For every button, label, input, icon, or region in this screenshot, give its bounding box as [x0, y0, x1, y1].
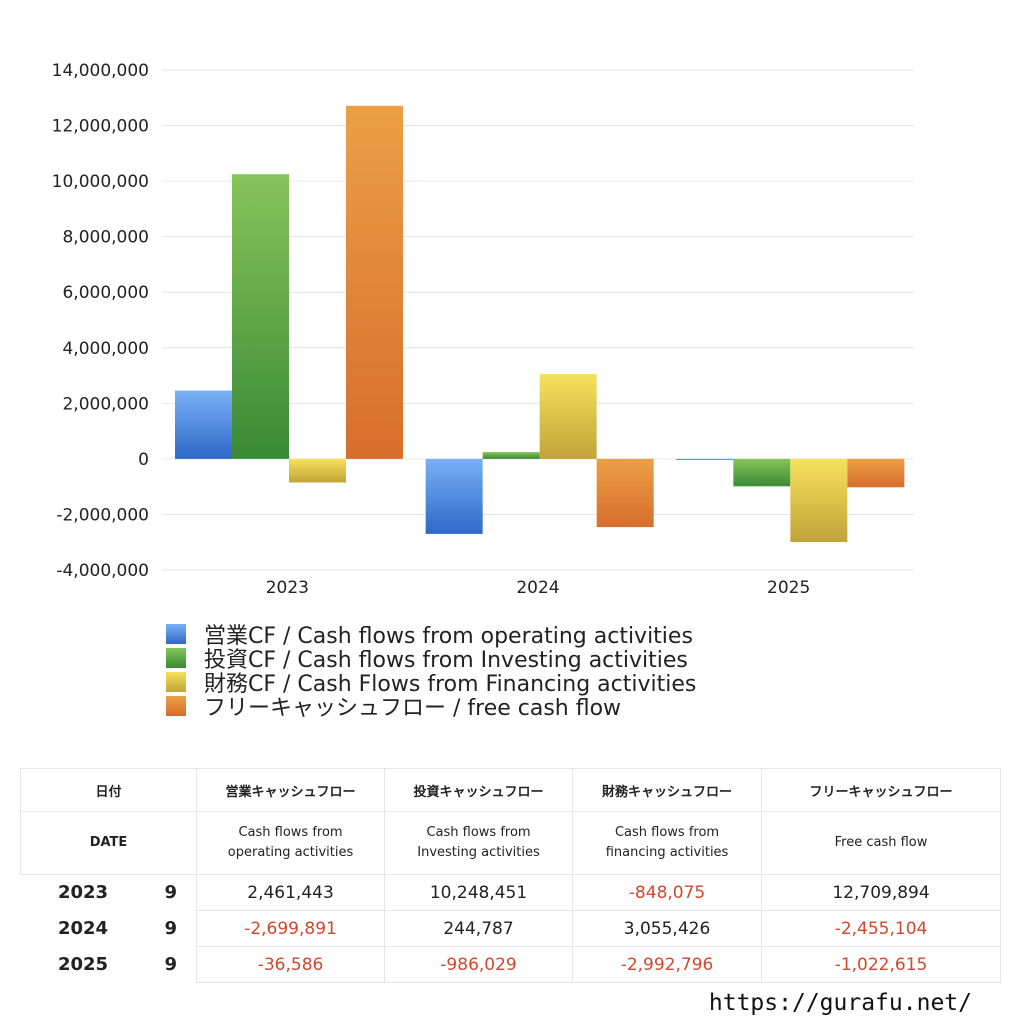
y-tick-label: 4,000,000: [62, 339, 149, 359]
y-tick-label: -2,000,000: [56, 505, 149, 525]
header-financing-en: Cash flows from financing activities: [572, 811, 763, 875]
table-header-en: DATE Cash flows from operating activities…: [19, 811, 1002, 875]
x-tick-label: 2024: [516, 578, 559, 598]
bar-financing-2024: [539, 374, 597, 459]
legend-swatch-investing: [166, 648, 186, 668]
legend-item-investing: 投資CF / Cash flows from Investing activit…: [166, 646, 696, 673]
row-month: 9: [145, 910, 198, 947]
row-free: -2,455,104: [761, 910, 1002, 947]
header-operating-jp: 営業キャッシュフロー: [196, 768, 386, 812]
bar-operating-2023: [175, 390, 232, 459]
legend-label-financing: 財務CF / Cash Flows from Financing activit…: [204, 672, 697, 697]
header-financing-jp: 財務キャッシュフロー: [572, 768, 763, 812]
row-free: -1,022,615: [761, 946, 1002, 983]
y-tick-label: -4,000,000: [56, 561, 149, 581]
row-operating: 2,461,443: [196, 874, 386, 911]
y-tick-label: 6,000,000: [62, 283, 149, 303]
legend-label-investing: 投資CF / Cash flows from Investing activit…: [204, 648, 688, 673]
legend-item-free: フリーキャッシュフロー / free cash flow: [166, 694, 696, 721]
row-year: 2025: [57, 954, 109, 975]
row-investing: 10,248,451: [384, 874, 574, 911]
y-tick-label: 10,000,000: [52, 172, 149, 192]
header-investing-en-line2: Investing activities: [417, 845, 540, 860]
legend-label-free: フリーキャッシュフロー / free cash flow: [204, 696, 622, 721]
header-investing-en: Cash flows from Investing activities: [384, 811, 574, 875]
header-free-en: Free cash flow: [761, 811, 1002, 875]
row-financing: -848,075: [572, 874, 763, 911]
row-financing: -2,992,796: [572, 946, 763, 983]
y-tick-label: 12,000,000: [52, 117, 149, 137]
table-row: 2023 9 2,461,443 10,248,451 -848,075 12,…: [21, 874, 1002, 911]
row-operating: -2,699,891: [196, 910, 386, 947]
bar-free-2023: [346, 105, 403, 459]
bar-investing-2023: [232, 174, 289, 459]
header-financing-en-line1: Cash flows from: [614, 825, 720, 840]
bar-free-2024: [596, 458, 654, 528]
table-row: 2025 9 -36,586 -986,029 -2,992,796 -1,02…: [21, 946, 1002, 983]
row-investing: 244,787: [384, 910, 574, 947]
legend-label-operating: 営業CF / Cash flows from operating activit…: [204, 624, 693, 649]
bar-investing-2025: [733, 458, 791, 487]
row-financing: 3,055,426: [572, 910, 763, 947]
x-tick-label: 2025: [767, 578, 810, 598]
legend-item-financing: 財務CF / Cash Flows from Financing activit…: [166, 670, 696, 697]
bars: [175, 105, 905, 543]
row-operating: -36,586: [196, 946, 386, 983]
legend-item-operating: 営業CF / Cash flows from operating activit…: [166, 622, 696, 649]
row-year: 2024: [57, 918, 109, 939]
bar-financing-2025: [790, 458, 848, 543]
y-tick-label: 8,000,000: [62, 228, 149, 248]
table-row: 2024 9 -2,699,891 244,787 3,055,426 -2,4…: [21, 910, 1002, 947]
header-operating-en: Cash flows from operating activities: [196, 811, 386, 875]
bar-operating-2024: [425, 458, 483, 534]
x-tick-label: 2023: [266, 578, 309, 598]
bar-financing-2023: [289, 458, 346, 483]
table-header-jp: 日付 営業キャッシュフロー 投資キャッシュフロー 財務キャッシュフロー フリーキ…: [19, 768, 1002, 812]
row-year: 2023: [57, 882, 109, 904]
header-investing-jp: 投資キャッシュフロー: [384, 768, 574, 812]
header-date-jp: 日付: [19, 768, 198, 812]
cash-flow-chart: 14,000,000 12,000,000 10,000,000 8,000,000 6…: [52, 61, 914, 598]
x-axis-tick-labels: 2023 2024 2025: [266, 578, 811, 598]
header-free-jp: フリーキャッシュフロー: [761, 768, 1002, 812]
bar-operating-2025: [676, 458, 734, 460]
header-date-en: DATE: [19, 811, 198, 875]
legend: 営業CF / Cash flows from operating activit…: [166, 622, 696, 721]
header-investing-en-line1: Cash flows from: [426, 825, 531, 840]
y-tick-label: 0: [138, 450, 149, 470]
bar-free-2025: [847, 458, 905, 488]
row-month: 9: [145, 946, 198, 983]
y-tick-label: 2,000,000: [62, 394, 149, 414]
site-url: https://gurafu.net/: [708, 990, 972, 1016]
legend-swatch-financing: [166, 672, 186, 692]
row-investing: -986,029: [384, 946, 574, 983]
cash-flow-table: 日付 営業キャッシュフロー 投資キャッシュフロー 財務キャッシュフロー フリーキ…: [19, 768, 1002, 983]
legend-swatch-free: [166, 696, 186, 716]
legend-swatch-operating: [166, 624, 186, 644]
header-operating-en-line2: operating activities: [227, 845, 354, 860]
header-financing-en-line2: financing activities: [605, 845, 729, 860]
row-free: 12,709,894: [761, 874, 1002, 911]
y-tick-label: 14,000,000: [52, 61, 149, 81]
row-month: 9: [145, 874, 198, 911]
y-axis-tick-labels: 14,000,000 12,000,000 10,000,000 8,000,000 6…: [52, 61, 149, 581]
header-operating-en-line1: Cash flows from: [238, 825, 343, 840]
bar-investing-2024: [482, 452, 540, 459]
